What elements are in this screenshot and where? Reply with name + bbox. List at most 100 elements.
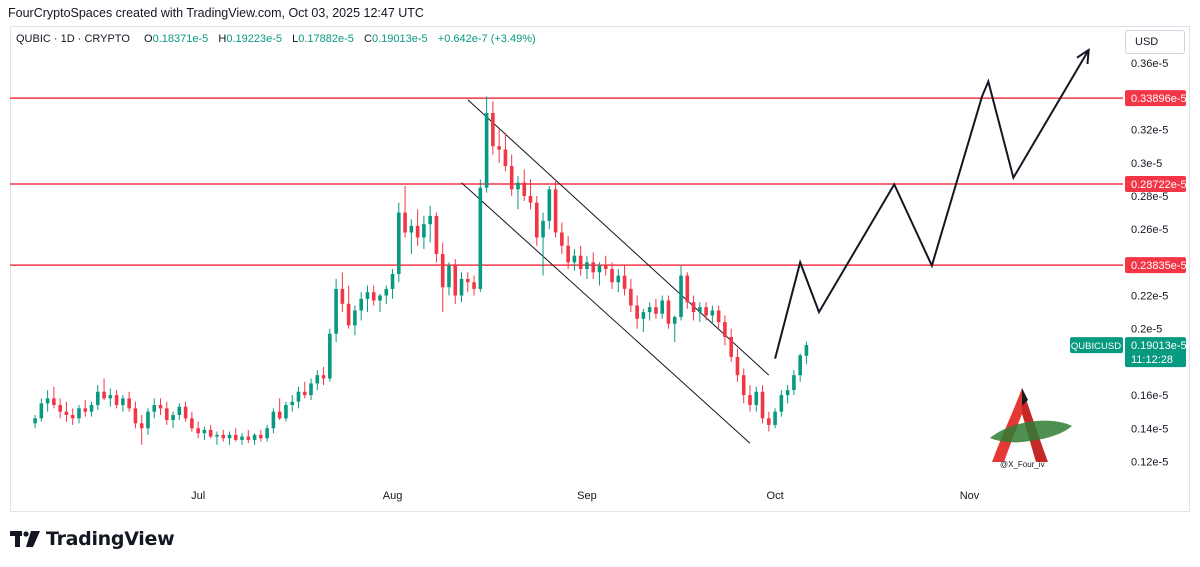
candle-body [121, 398, 125, 406]
high-label: H [218, 33, 227, 45]
candle-body [190, 418, 194, 429]
tradingview-brand[interactable]: TradingView [10, 528, 175, 550]
close-label: C [364, 33, 372, 45]
candle-body [522, 182, 527, 196]
candle-body [528, 195, 533, 203]
low-label: L [292, 33, 299, 45]
projection-polyline [774, 49, 1090, 359]
candle-body [215, 434, 219, 437]
candle-body [378, 295, 382, 301]
author-handle: @X_Four_iv [1000, 460, 1045, 469]
candle-body [384, 288, 389, 296]
candle-body [158, 405, 163, 409]
symbol-tag-label: QUBICUSD [1071, 341, 1121, 352]
candle-body [497, 146, 501, 150]
candle-body [95, 391, 100, 406]
candle-body [465, 278, 470, 283]
candle-body [83, 408, 88, 412]
level-price-tag-label: 0.23835e-5 [1131, 260, 1187, 272]
candle-body [585, 262, 589, 269]
candle-body [553, 189, 558, 233]
time-tick-label: Jul [191, 490, 205, 502]
candle-body [597, 265, 602, 273]
candle-body [509, 166, 514, 190]
channel-upper-line [467, 99, 770, 376]
candle-body [315, 375, 320, 384]
candle-body [541, 220, 545, 238]
candle-body [52, 398, 56, 406]
time-tick-label: Nov [960, 490, 980, 502]
candle-body [453, 265, 458, 296]
candle-body [415, 225, 420, 238]
level-price-tag-label: 0.33896e-5 [1131, 93, 1187, 105]
level-price-tag [1125, 257, 1186, 274]
candle-body [760, 391, 765, 419]
candle-body [409, 225, 414, 233]
candle-body [277, 411, 282, 419]
candle-body [271, 411, 276, 429]
candle-body [302, 391, 307, 396]
time-tick-label: Oct [767, 490, 784, 502]
time-tick-label: Aug [383, 490, 403, 502]
candle-body [666, 300, 671, 324]
candle-body [365, 292, 370, 299]
candle-body [70, 414, 75, 419]
ohlc-legend: QUBIC · 1D · CRYPTO O0.18371e-5 H0.19223… [16, 33, 536, 45]
candle-body [246, 436, 251, 440]
candle-body [603, 265, 608, 269]
price-axis: 0.36e-5 0.32e-5 0.3e-5 0.28e-5 0.26e-5 0.22e-… [1131, 58, 1168, 468]
candles [33, 96, 809, 445]
candle-body [767, 418, 771, 425]
candle-body [221, 434, 226, 439]
candle-body [45, 398, 50, 404]
candle-body [798, 355, 802, 376]
open-value: 0.18371e-5 [152, 33, 209, 45]
candle-body [691, 302, 696, 313]
candle-body [177, 406, 182, 415]
candle-body [704, 307, 708, 316]
close-value: 0.19013e-5 [372, 33, 428, 45]
candle-body [390, 273, 395, 289]
candle-body [616, 275, 621, 283]
candle-body [359, 298, 363, 311]
candle-body [773, 411, 777, 425]
author-logo [990, 388, 1072, 462]
candle-body [748, 395, 752, 406]
descending-channel [461, 99, 770, 444]
candle-body [102, 391, 106, 399]
candle-body [39, 403, 44, 419]
price-tick-label: 0.28e-5 [1131, 191, 1168, 203]
candle-body [334, 288, 338, 334]
brand-name: TradingView [46, 528, 175, 550]
candle-body [723, 322, 727, 338]
candle-body [208, 429, 213, 437]
candle-body [635, 305, 639, 319]
candle-body [321, 375, 326, 379]
candle-body [741, 375, 746, 396]
candle-body [77, 408, 81, 419]
candle-body [729, 337, 733, 357]
candle-body [792, 375, 796, 391]
price-tick-label: 0.12e-5 [1131, 456, 1168, 468]
price-tick-label: 0.2e-5 [1131, 324, 1162, 336]
candle-body [578, 255, 583, 269]
level-price-tag [1125, 175, 1186, 192]
candle-body [89, 405, 94, 412]
candle-body [114, 395, 119, 406]
candle-body [328, 333, 332, 379]
candle-body [641, 312, 646, 319]
symbol-tag [1070, 337, 1123, 354]
price-tick-label: 0.22e-5 [1131, 291, 1168, 303]
candle-body [133, 408, 138, 424]
price-tick-label: 0.26e-5 [1131, 224, 1168, 236]
candle-body [572, 255, 577, 263]
time-axis: Jul Aug Sep Oct Nov [191, 490, 980, 502]
symbol-label[interactable]: QUBIC · 1D · CRYPTO [16, 33, 130, 45]
currency-selector[interactable]: USD [1125, 30, 1185, 54]
candle-body [629, 288, 633, 306]
candle-body [240, 436, 244, 440]
candle-body [227, 434, 232, 439]
bar-countdown-label: 11:12:28 [1131, 354, 1173, 366]
candle-body [434, 215, 439, 255]
